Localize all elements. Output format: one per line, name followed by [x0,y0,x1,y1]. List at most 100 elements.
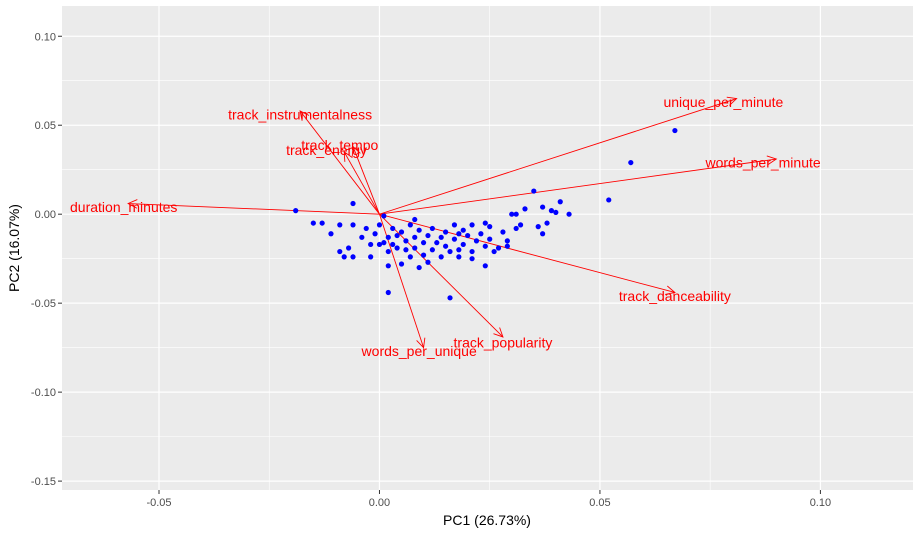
x-tick-label: 0.10 [810,497,831,509]
loading-label-track_danceability: track_danceability [619,288,731,304]
data-point [513,225,519,232]
data-point [672,127,678,134]
y-tick-label: -0.05 [31,298,56,310]
loading-arrow-track_energy [343,151,380,215]
y-axis-ticks: -0.15 -0.10 -0.05 0.00 0.05 0.10 [31,31,62,488]
data-point [447,295,453,301]
data-point [394,232,400,239]
data-point [293,208,299,214]
data-point [337,248,343,255]
plot-panel [62,6,913,490]
data-point [460,241,466,248]
loading-arrow-track_danceability [379,213,676,293]
data-point [385,248,391,255]
data-point [359,234,365,240]
data-point [420,240,427,246]
data-point [553,209,559,216]
data-point [628,159,634,166]
data-point [443,243,449,249]
data-point [337,222,343,228]
data-point [500,229,506,235]
data-point [438,254,444,260]
data-point [540,204,546,210]
data-point [368,241,374,248]
data-point [412,245,418,251]
loading-label-words_per_minute: words_per_minute [704,155,820,171]
loading-label-unique_per_minute: unique_per_minute [663,94,783,110]
data-point [420,252,427,258]
data-point [513,211,519,217]
data-point [381,213,387,219]
data-point [482,263,488,269]
data-point [478,231,484,237]
data-point [460,227,466,233]
data-point [487,224,493,230]
x-tick-label: 0.05 [589,497,610,509]
data-point [363,225,369,232]
data-point [350,200,356,207]
data-point [368,254,374,260]
data-point [350,254,356,260]
data-point [509,211,515,217]
data-point [540,231,546,237]
data-point [310,220,316,226]
loading-label-track_instrumentalness: track_instrumentalness [228,107,372,123]
loading-arrow-track_tempo [352,146,380,215]
data-point [403,247,409,253]
data-point [557,199,563,205]
data-point [319,220,325,226]
data-point [372,231,378,237]
data-points [293,127,678,301]
data-point [451,222,458,228]
grid-lines [62,6,913,490]
y-tick-label: 0.00 [35,209,56,221]
data-point [407,222,413,228]
data-point [482,243,488,249]
loading-arrowhead-track_instrumentalness [299,110,310,121]
data-point [491,248,497,255]
data-point [504,238,510,244]
data-point [385,289,391,296]
x-tick-label: -0.05 [146,497,171,509]
data-point [535,224,541,230]
data-point [425,232,431,239]
data-point [429,225,435,232]
data-point [385,263,391,269]
loading-arrowhead-track_popularity [493,327,504,338]
loading-arrow-track_instrumentalness [299,110,380,215]
data-point [429,247,435,253]
data-point [456,254,462,260]
data-point [469,222,475,228]
data-point [548,208,555,214]
y-axis-title: PC2 (16.07%) [6,204,22,292]
loading-arrow-track_popularity [379,213,504,338]
data-point [376,241,383,248]
y-tick-label: -0.10 [31,387,56,399]
loading-label-words_per_unique: words_per_unique [361,343,477,359]
y-tick-label: -0.15 [31,476,56,488]
data-point [544,220,550,226]
loading-label-track_popularity: track_popularity [454,334,553,350]
loading-arrow-unique_per_minute [379,98,737,215]
loading-arrowhead-track_energy [343,151,353,162]
data-point [403,238,409,244]
data-point [517,222,524,228]
data-point [469,248,475,255]
data-point [398,261,405,267]
data-point [531,188,537,194]
data-point [341,254,347,260]
data-point [407,254,413,260]
data-point [416,227,422,233]
data-point [443,229,449,235]
loading-arrowhead-track_danceability [664,285,676,295]
data-point [456,247,462,253]
data-point [412,234,418,240]
x-axis-title: PC1 (26.73%) [443,512,531,528]
data-point [398,229,405,235]
data-point [394,245,400,251]
x-axis-ticks: -0.05 0.00 0.05 0.10 [146,490,831,509]
y-tick-label: 0.10 [35,31,56,43]
data-point [451,236,458,242]
data-point [456,231,462,237]
